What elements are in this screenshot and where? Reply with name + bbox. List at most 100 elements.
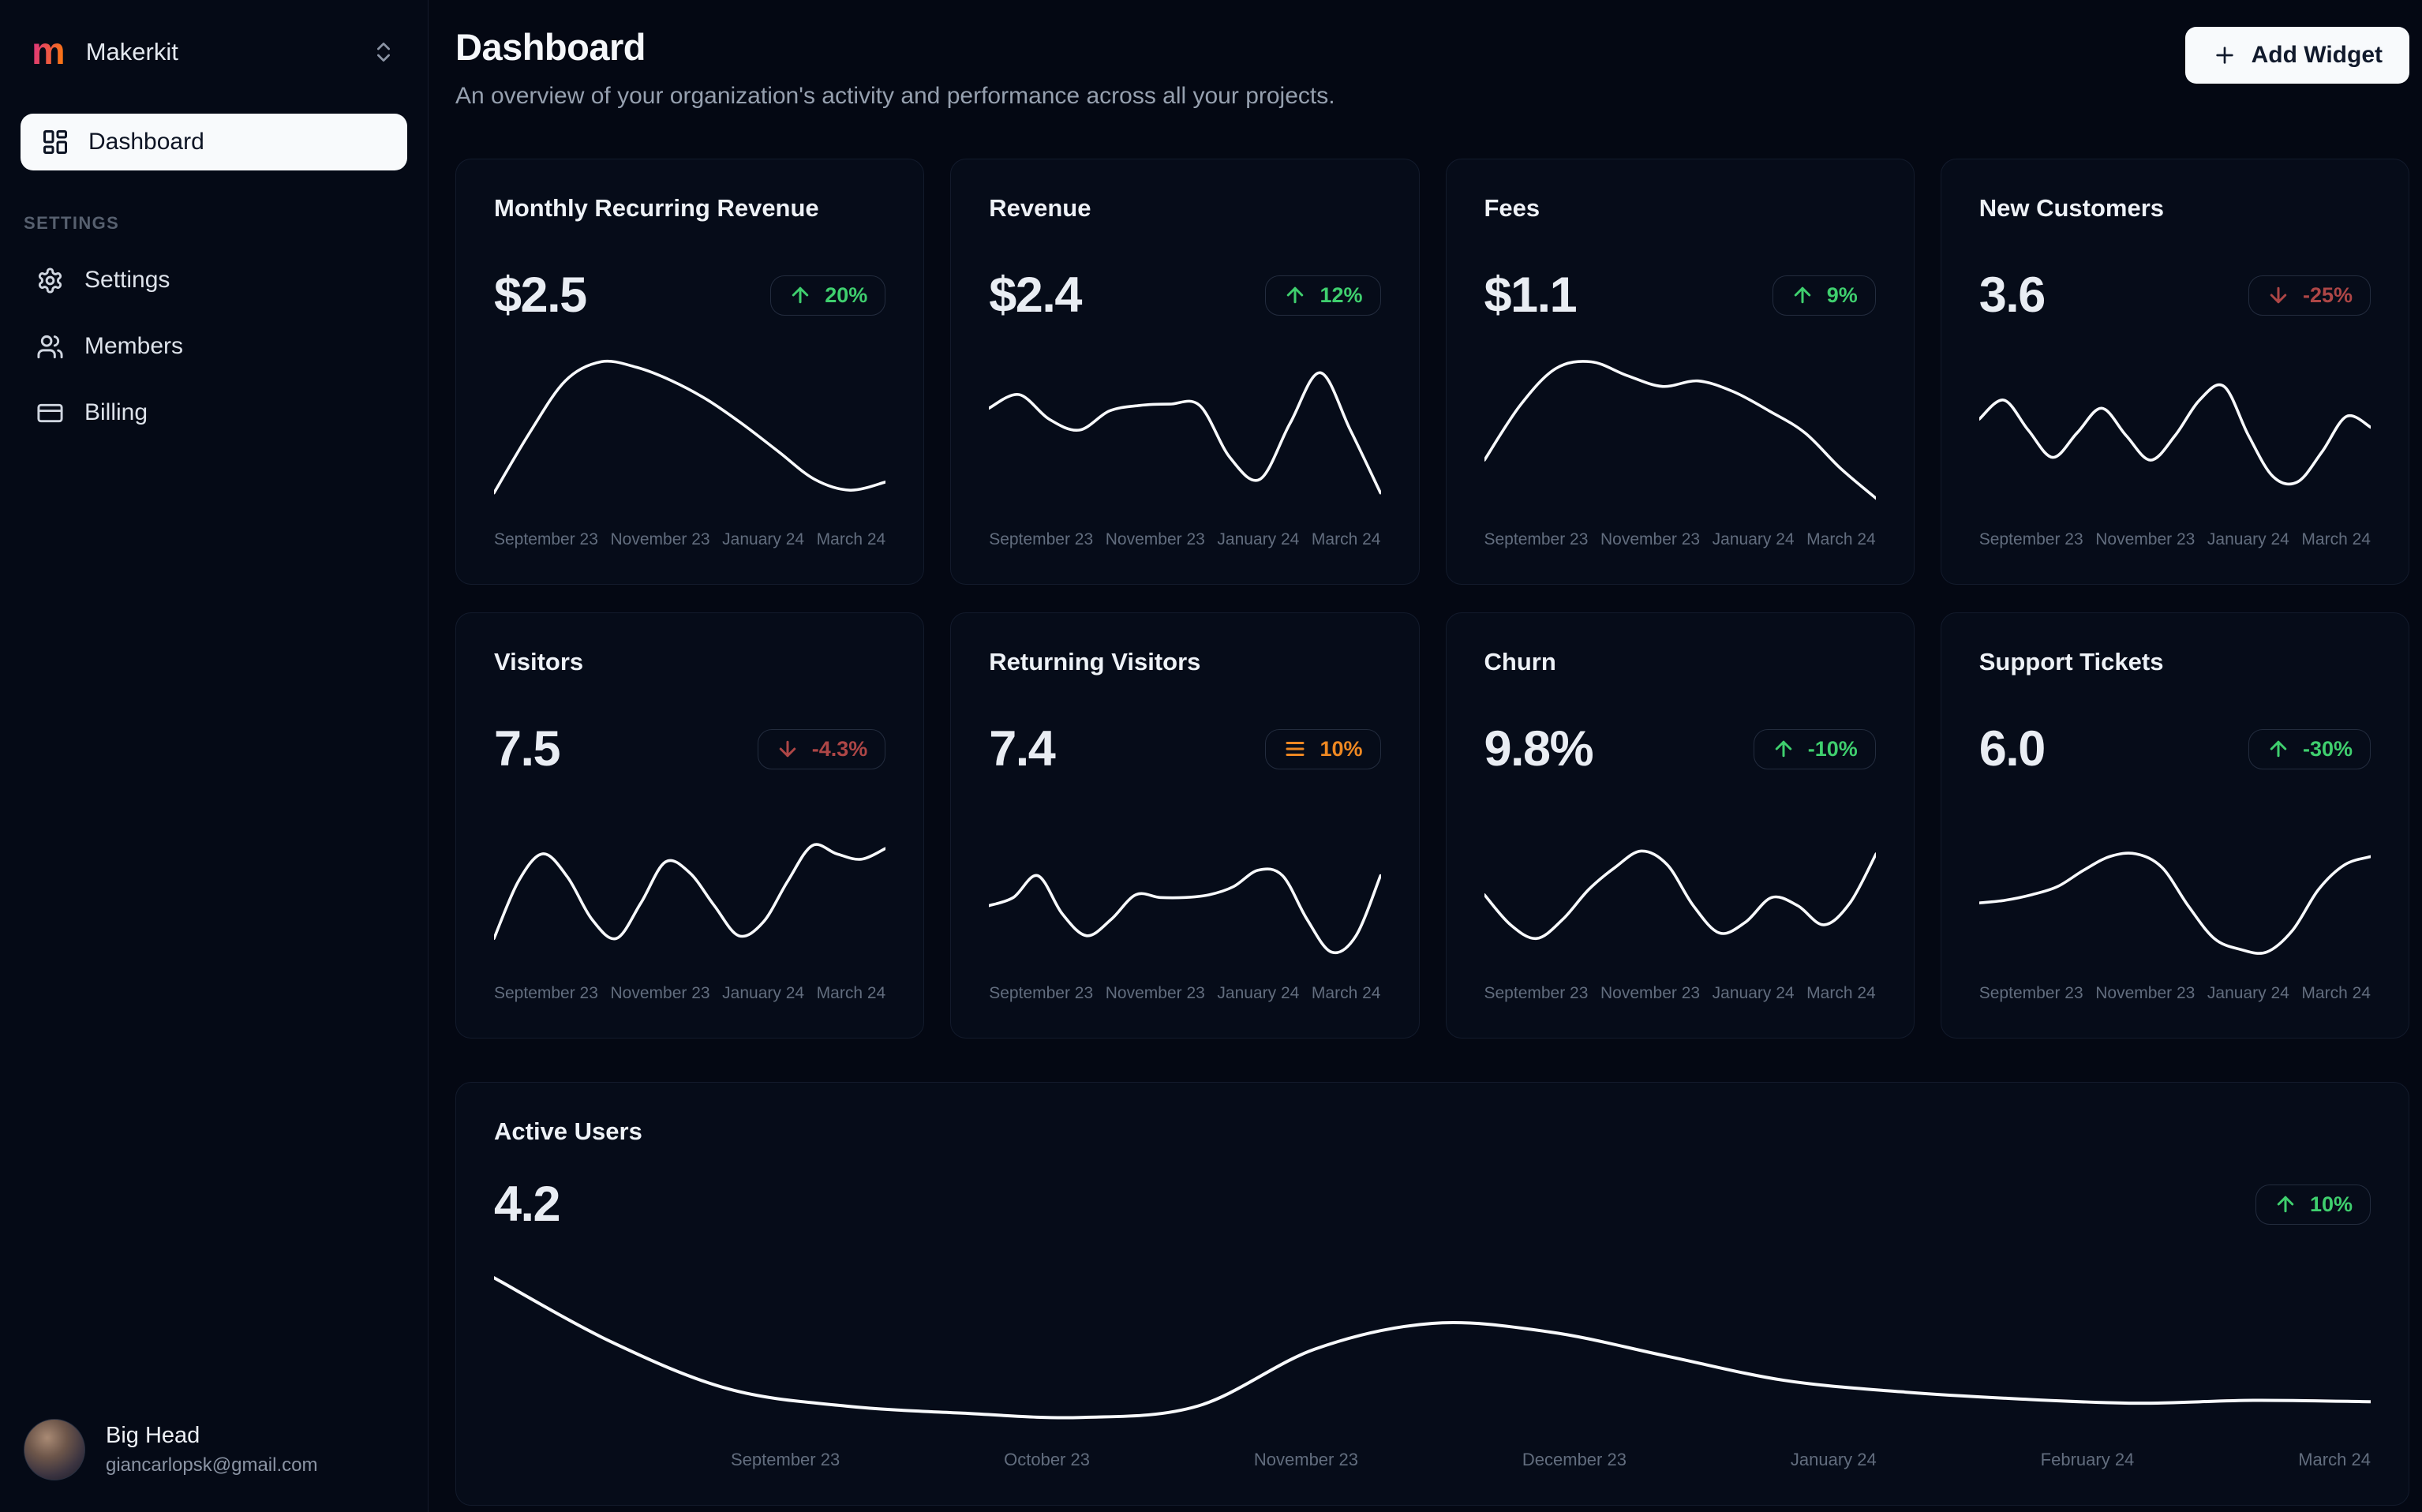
x-axis-label: March 24 xyxy=(2298,1450,2371,1469)
x-axis-label: November 23 xyxy=(2095,530,2196,548)
plus-icon xyxy=(2215,47,2233,64)
sidebar-item-members[interactable]: Members xyxy=(21,322,407,371)
sparkline-chart xyxy=(989,803,1380,965)
trend-delta: 10% xyxy=(2309,1192,2353,1216)
sidebar-item-label: Members xyxy=(84,333,184,359)
x-axis-label: November 23 xyxy=(1105,984,1205,1002)
x-axis-label: December 23 xyxy=(1522,1450,1627,1469)
x-axis-labels: September 23 November 23 January 24 March 2… xyxy=(989,984,1380,1003)
trend-badge: 10% xyxy=(1265,728,1381,769)
x-axis-label: November 23 xyxy=(1253,1450,1358,1469)
arrow-down-icon xyxy=(2270,286,2287,304)
x-axis-label: September 23 xyxy=(1484,530,1589,548)
x-axis-labels: September 23 November 23 January 24 March 2… xyxy=(1484,530,1876,549)
sidebar-item-settings[interactable]: Settings xyxy=(21,256,407,305)
metric-card-visitors: Visitors 7.5 -4.3% September 23 November 23 J… xyxy=(455,612,925,1039)
arrow-down-icon xyxy=(779,740,795,758)
metric-card-revenue: Revenue $2.4 12% September 23 November 23 Jan… xyxy=(950,159,1420,585)
sidebar-item-label: Dashboard xyxy=(88,129,204,155)
x-axis-label: September 23 xyxy=(1484,984,1589,1002)
trend-badge: 10% xyxy=(2255,1184,2371,1225)
user-email: giancarlopsk@gmail.com xyxy=(106,1454,318,1476)
arrow-up-icon xyxy=(792,286,809,304)
avatar xyxy=(24,1419,85,1480)
trend-badge: -10% xyxy=(1753,728,1876,769)
arrow-up-icon xyxy=(2277,1196,2294,1213)
trend-badge: 12% xyxy=(1265,275,1381,316)
workspace-name: Makerkit xyxy=(85,38,178,65)
metric-value: $2.5 xyxy=(494,268,587,323)
trend-delta: 10% xyxy=(1320,736,1363,761)
main-content: Dashboard An overview of your organizati… xyxy=(429,0,2422,1512)
metric-value: $2.4 xyxy=(989,268,1082,323)
card-title: Returning Visitors xyxy=(989,648,1201,676)
arrow-up-icon xyxy=(2270,740,2287,758)
metric-card-fees: Fees $1.1 9% September 23 November 23 January… xyxy=(1445,159,1915,585)
metric-card-churn: Churn 9.8% -10% September 23 November 23 Janu… xyxy=(1445,612,1915,1039)
x-axis-label: January 24 xyxy=(1712,530,1795,548)
trend-delta: 20% xyxy=(825,283,868,307)
card-title: Support Tickets xyxy=(1978,648,2164,676)
x-axis-label: January 24 xyxy=(2207,530,2289,548)
metric-card-monthly-recurring-revenue: Monthly Recurring Revenue $2.5 20% Septembe… xyxy=(455,159,925,585)
page-subtitle: An overview of your organization's activ… xyxy=(455,83,1335,109)
users-icon xyxy=(37,335,63,358)
user-name: Big Head xyxy=(106,1423,200,1448)
sidebar-item-label: Settings xyxy=(84,267,170,293)
trend-badge: 20% xyxy=(770,275,886,316)
sidebar-item-label: Billing xyxy=(84,399,148,425)
x-axis-labels: September 23 November 23 January 24 March 2… xyxy=(1979,530,2371,549)
metric-card-support-tickets: Support Tickets 6.0 -30% September 23 Novemb… xyxy=(1940,612,2409,1039)
trend-delta: -10% xyxy=(1807,736,1858,761)
trend-badge: -25% xyxy=(2248,275,2371,316)
x-axis-label: January 24 xyxy=(722,530,805,548)
x-axis-labels: September 23 November 23 January 24 March 2… xyxy=(1979,984,2371,1003)
x-axis-label: September 23 xyxy=(989,530,1094,548)
workspace-switcher[interactable]: m Makerkit xyxy=(21,24,407,80)
chevrons-up-down-icon xyxy=(377,43,390,62)
metric-card-active-users: Active Users 4.2 10% September 23 October 23… xyxy=(455,1082,2409,1506)
settings-section-label: SETTINGS xyxy=(24,213,120,233)
arrow-up-icon xyxy=(1775,740,1791,758)
makerkit-logo: m xyxy=(32,31,66,73)
x-axis-label: January 24 xyxy=(1217,530,1300,548)
trend-badge: 9% xyxy=(1772,275,1876,316)
x-axis-labels: September 23 November 23 January 24 March 2… xyxy=(989,530,1380,549)
trend-delta: -30% xyxy=(2302,736,2353,761)
x-axis-label: November 23 xyxy=(2095,984,2196,1002)
metric-value: $1.1 xyxy=(1484,268,1578,323)
add-widget-button[interactable]: Add Widget xyxy=(2184,27,2409,84)
menu-icon xyxy=(1286,742,1305,756)
x-axis-label: March 24 xyxy=(816,984,886,1002)
x-axis-labels: September 23 November 23 January 24 March 2… xyxy=(1484,984,1876,1003)
metric-card-new-customers: New Customers 3.6 -25% September 23 November… xyxy=(1940,159,2409,585)
x-axis-label: September 23 xyxy=(1978,984,2083,1002)
sidebar-item-billing[interactable]: Billing xyxy=(21,388,407,437)
x-axis-label: November 23 xyxy=(610,984,710,1002)
trend-delta: -4.3% xyxy=(811,736,868,761)
x-axis-labels: September 23 November 23 January 24 March 2… xyxy=(494,984,885,1003)
x-axis-label: March 24 xyxy=(816,530,886,548)
x-axis-labels: September 23 November 23 January 24 March 2… xyxy=(494,530,885,549)
sparkline-chart xyxy=(494,349,885,511)
sparkline-chart xyxy=(494,803,885,965)
sidebar-item-dashboard[interactable]: Dashboard xyxy=(21,114,407,170)
x-axis-label: March 24 xyxy=(2301,530,2371,548)
dashboard-icon xyxy=(43,130,67,154)
card-title: Churn xyxy=(1484,648,1556,676)
card-title: Visitors xyxy=(494,648,584,676)
x-axis-label: November 23 xyxy=(610,530,710,548)
x-axis-label: January 24 xyxy=(722,984,805,1002)
credit-card-icon xyxy=(37,403,63,422)
x-axis-label: March 24 xyxy=(1806,530,1876,548)
sidebar: m Makerkit Dashboard SETTINGS Settings M… xyxy=(0,0,429,1512)
user-menu[interactable]: Big Head giancarlopsk@gmail.com xyxy=(21,1414,407,1485)
card-title: Revenue xyxy=(989,194,1091,222)
x-axis-label: March 24 xyxy=(2301,984,2371,1002)
arrow-up-icon xyxy=(1794,286,1810,304)
x-axis-label: November 23 xyxy=(1105,530,1205,548)
sparkline-chart xyxy=(494,1264,2371,1434)
metric-card-returning-visitors: Returning Visitors 7.4 10% September 23 Nove… xyxy=(950,612,1420,1039)
metric-value: 7.5 xyxy=(494,721,561,777)
x-axis-label: September 23 xyxy=(494,984,598,1002)
